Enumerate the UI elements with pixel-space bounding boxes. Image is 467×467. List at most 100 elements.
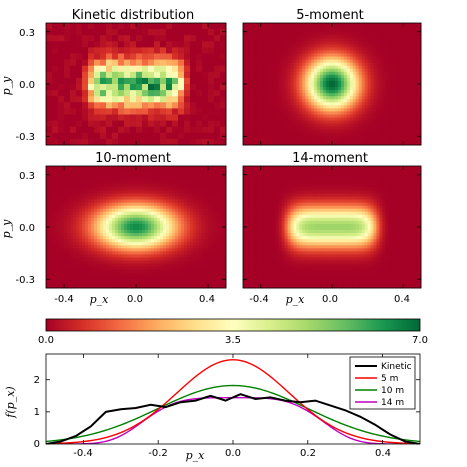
heatmap-cell: [199, 260, 203, 264]
heatmap-cell: [388, 38, 392, 42]
heatmap-cell: [355, 26, 360, 30]
heatmap-cell: [61, 242, 65, 246]
heatmap-cell: [178, 233, 182, 237]
heatmap-cell: [94, 114, 101, 121]
heatmap-cell: [64, 138, 71, 146]
heatmap-cell: [193, 172, 197, 176]
heatmap-cell: [223, 187, 227, 191]
heatmap-cell: [260, 135, 265, 140]
heatmap-cell: [142, 205, 146, 210]
heatmap-cell: [109, 236, 113, 240]
heatmap-cell: [76, 233, 80, 237]
heatmap-cell: [79, 220, 83, 225]
heatmap-cell: [115, 263, 119, 268]
heatmap-cell: [115, 211, 119, 216]
heatmap-cell: [115, 175, 119, 179]
heatmap-cell: [352, 74, 357, 79]
heatmap-cell: [272, 77, 277, 82]
heatmap-cell: [94, 236, 98, 240]
heatmap-cell: [293, 129, 297, 134]
heatmap-cell: [112, 35, 119, 42]
heatmap-cell: [290, 32, 294, 36]
heatmap-cell: [379, 120, 383, 125]
heatmap-cell: [103, 257, 107, 261]
heatmap-cell: [166, 230, 170, 234]
heatmap-cell: [388, 71, 392, 76]
heatmap-cell: [214, 196, 218, 200]
heatmap-cell: [379, 84, 383, 88]
heatmap-cell: [73, 178, 77, 182]
heatmap-cell: [355, 90, 360, 94]
heatmap-cell: [190, 187, 194, 191]
heatmap-cell: [337, 32, 342, 36]
heatmap-cell: [272, 35, 277, 39]
heatmap-cell: [305, 141, 309, 146]
heatmap-cell: [260, 80, 265, 85]
heatmap-cell: [124, 53, 131, 60]
heatmap-cell: [100, 245, 104, 249]
heatmap-cell: [157, 193, 161, 197]
heatmap-cell: [166, 199, 170, 203]
heatmap-cell: [406, 84, 410, 88]
heatmap-cell: [391, 53, 395, 57]
heatmap-cell: [400, 84, 404, 88]
heatmap-cell: [211, 236, 215, 240]
heatmap-cell: [202, 205, 206, 210]
heatmap-cell: [166, 251, 170, 255]
heatmap-cell: [299, 117, 303, 121]
heatmap-cell: [58, 59, 65, 67]
heatmap-cell: [172, 181, 176, 185]
heatmap-cell: [91, 184, 95, 188]
heatmap-cell: [106, 59, 113, 67]
heatmap-cell: [305, 50, 309, 54]
heatmap-cell: [418, 108, 422, 112]
heatmap-cell: [370, 90, 374, 94]
heatmap-cell: [82, 90, 89, 97]
heatmap-cell: [118, 214, 122, 219]
heatmap-cell: [305, 68, 309, 73]
heatmap-cell: [269, 26, 274, 30]
heatmap-cell: [133, 211, 137, 216]
heatmap-cell: [208, 108, 215, 115]
heatmap-cell: [130, 251, 134, 255]
heatmap-cell: [385, 135, 389, 140]
heatmap-cell: [82, 217, 86, 222]
heatmap-cell: [190, 233, 194, 237]
heatmap-cell: [100, 59, 107, 67]
heatmap-cell: [172, 71, 179, 79]
heatmap-cell: [100, 47, 107, 54]
heatmap-cell: [415, 99, 419, 103]
heatmap-cell: [293, 135, 297, 140]
heatmap-cell: [220, 71, 227, 79]
heatmap-cell: [202, 41, 209, 48]
heatmap-cell: [208, 205, 212, 210]
heatmap-cell: [314, 44, 318, 48]
heatmap-cell: [148, 227, 152, 231]
heatmap-cell: [412, 80, 416, 85]
heatmap-cell: [385, 129, 389, 134]
heatmap-cell: [223, 202, 227, 207]
heatmap-cell: [94, 126, 101, 134]
heatmap-cell: [211, 242, 215, 246]
heatmap-cell: [184, 102, 191, 109]
heatmap-cell: [154, 172, 158, 176]
heatmap-cell: [130, 239, 134, 243]
heatmap-cell: [157, 199, 161, 203]
heatmap-cell: [346, 59, 351, 64]
heatmap-cell: [305, 71, 309, 76]
heatmap-cell: [109, 205, 113, 210]
heatmap-cell: [346, 77, 351, 82]
heatmap-cell: [103, 187, 107, 191]
heatmap-cell: [254, 29, 259, 33]
heatmap-cell: [76, 77, 83, 85]
heatmap-cell: [397, 123, 401, 128]
heatmap-cell: [358, 108, 363, 112]
heatmap-cell: [52, 199, 56, 203]
heatmap-cell: [263, 114, 268, 118]
heatmap-cell: [223, 211, 227, 216]
heatmap-cell: [118, 178, 122, 182]
heatmap-cell: [175, 214, 179, 219]
heatmap-cell: [205, 239, 209, 243]
heatmap-cell: [251, 132, 256, 137]
heatmap-cell: [337, 126, 342, 131]
